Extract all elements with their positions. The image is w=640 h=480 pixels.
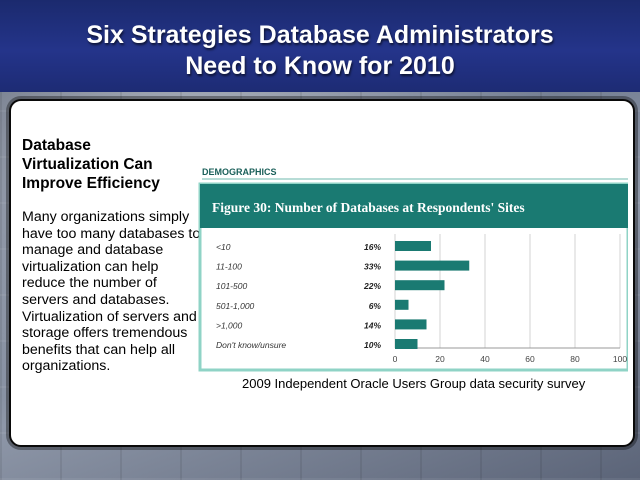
category-label: <10 [216,242,231,252]
category-label: >1,000 [216,320,243,330]
chart-title: Figure 30: Number of Databases at Respon… [212,200,525,215]
bar [395,280,445,291]
value-label: 10% [364,340,381,350]
x-tick-label: 40 [480,354,490,364]
category-label: 501-1,000 [216,301,255,311]
left-column: Database Virtualization Can Improve Effi… [22,136,202,375]
x-tick-label: 20 [435,354,445,364]
figure-header [200,184,628,228]
body-paragraph: Many organizations simply have too many … [22,209,201,375]
section-label: DEMOGRAPHICS [202,167,277,177]
x-tick-label: 0 [393,354,398,364]
value-label: 6% [369,301,382,311]
value-label: 14% [364,320,381,330]
x-tick-label: 60 [525,354,535,364]
x-tick-label: 80 [570,354,580,364]
database-count-chart: DEMOGRAPHICS Figure 30: Number of Databas… [198,167,628,372]
bar [395,299,409,310]
section-heading: Database Virtualization Can Improve Effi… [22,137,160,192]
value-label: 16% [364,242,381,252]
bar [395,241,431,251]
x-tick-label: 100 [613,354,627,364]
category-label: 11-100 [216,262,242,272]
category-label: Don't know/unsure [216,340,286,350]
value-label: 22% [363,281,381,291]
figure-caption: 2009 Independent Oracle Users Group data… [242,376,586,391]
bar [395,339,418,349]
bar [395,319,427,330]
bar [395,260,470,271]
title-band [0,0,640,92]
slide-title: Six Strategies Database Administrators N… [86,21,554,80]
category-label: 101-500 [216,281,247,291]
value-label: 33% [364,262,381,272]
